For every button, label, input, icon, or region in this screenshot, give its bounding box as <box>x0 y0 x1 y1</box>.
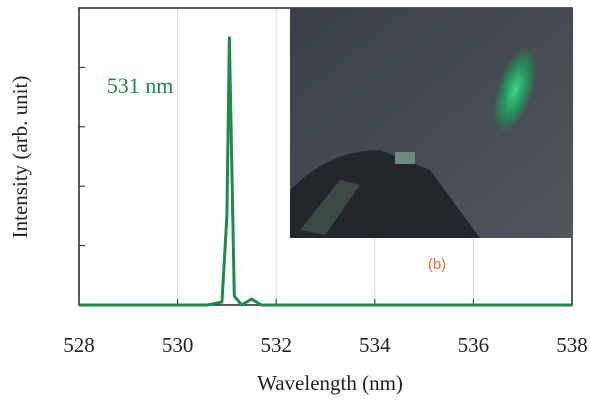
x-tick-label: 532 <box>260 333 292 357</box>
x-tick-label: 530 <box>162 333 194 357</box>
x-tick-label: 538 <box>556 333 588 357</box>
plot-area: 528 530 532 534 536 538 <box>63 7 588 357</box>
y-axis-label: Intensity (arb. unit) <box>8 76 32 239</box>
x-tick-label: 534 <box>359 333 391 357</box>
inset-label: (b) <box>428 256 446 273</box>
x-axis-label: Wavelength (nm) <box>257 371 403 395</box>
x-tick-label: 528 <box>63 333 95 357</box>
spectrum-line <box>79 36 572 307</box>
peak-annotation: 531 nm <box>107 73 174 98</box>
x-tick-label: 536 <box>458 333 490 357</box>
inset-photo <box>290 8 573 238</box>
